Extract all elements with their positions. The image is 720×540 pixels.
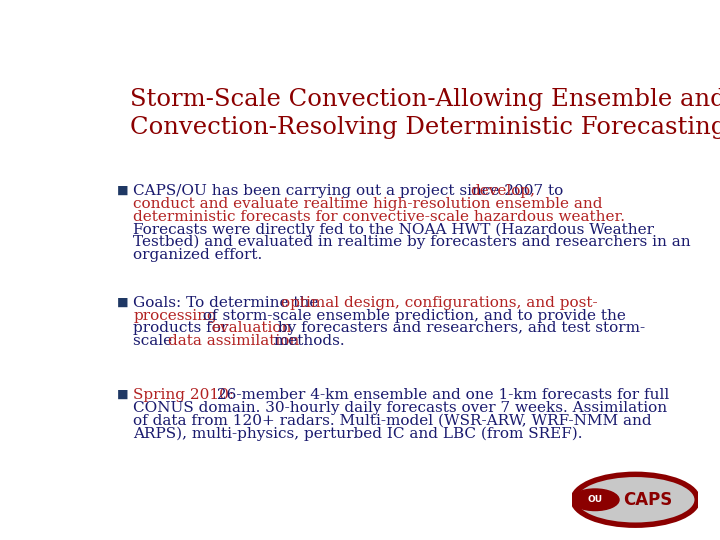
Text: organized effort.: organized effort. [133, 248, 263, 262]
Text: processing: processing [133, 308, 217, 322]
Text: methods.: methods. [269, 334, 345, 348]
Text: Spring 2010:: Spring 2010: [133, 388, 235, 402]
Text: 26-member 4-km ensemble and one 1-km forecasts for full: 26-member 4-km ensemble and one 1-km for… [212, 388, 669, 402]
Text: Forecasts were directly fed to the NOAA HWT (Hazardous Weather: Forecasts were directly fed to the NOAA … [133, 222, 654, 237]
Text: CAPS/OU has been carrying out a project since 2007 to: CAPS/OU has been carrying out a project … [133, 184, 569, 198]
Text: Testbed) and evaluated in realtime by forecasters and researchers in an: Testbed) and evaluated in realtime by fo… [133, 235, 691, 249]
Text: OU: OU [588, 495, 603, 504]
Text: Goals: To determine the: Goals: To determine the [133, 296, 324, 310]
Text: ■: ■ [117, 388, 128, 401]
Text: of storm-scale ensemble prediction, and to provide the: of storm-scale ensemble prediction, and … [198, 308, 626, 322]
Text: CONUS domain. 30-hourly daily forecasts over 7 weeks. Assimilation: CONUS domain. 30-hourly daily forecasts … [133, 401, 667, 415]
Text: ■: ■ [117, 296, 128, 309]
Text: scale: scale [133, 334, 177, 348]
Text: ARPS), multi-physics, perturbed IC and LBC (from SREF).: ARPS), multi-physics, perturbed IC and L… [133, 427, 583, 441]
Text: conduct and evaluate realtime high-resolution ensemble and: conduct and evaluate realtime high-resol… [133, 197, 603, 211]
Text: develop,: develop, [471, 184, 536, 198]
Text: Storm-Scale Convection-Allowing Ensemble and
Convection-Resolving Deterministic : Storm-Scale Convection-Allowing Ensemble… [130, 88, 720, 139]
Text: optimal design, configurations, and post-: optimal design, configurations, and post… [281, 296, 598, 310]
Text: data assimilation: data assimilation [168, 334, 299, 348]
Text: products for: products for [133, 321, 233, 335]
Text: ■: ■ [117, 184, 128, 197]
Text: CAPS: CAPS [624, 491, 672, 509]
Ellipse shape [575, 476, 696, 524]
Circle shape [571, 489, 619, 510]
Text: of data from 120+ radars. Multi-model (WSR-ARW, WRF-NMM and: of data from 120+ radars. Multi-model (W… [133, 414, 652, 428]
Text: deterministic forecasts for convective-scale hazardous weather.: deterministic forecasts for convective-s… [133, 210, 626, 224]
Text: evaluation: evaluation [211, 321, 292, 335]
Text: by forecasters and researchers, and test storm-: by forecasters and researchers, and test… [274, 321, 645, 335]
